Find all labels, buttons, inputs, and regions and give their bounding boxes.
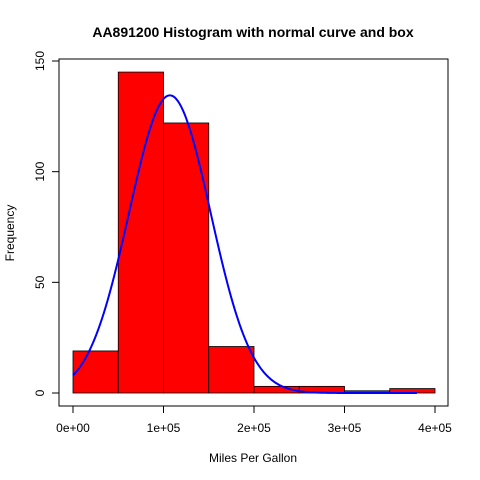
x-tick-label-3: 2e+05 — [237, 421, 271, 435]
y-tick-label-2: 50 — [33, 275, 47, 289]
y-axis-label: Frequency — [3, 205, 17, 262]
histogram-bar-3 — [163, 122, 210, 394]
y-tick-label-1: 0 — [33, 389, 47, 396]
histogram-bars — [72, 71, 436, 394]
histogram-bar-1 — [72, 350, 119, 394]
chart-title: AA891200 Histogram with normal curve and… — [92, 24, 414, 40]
histogram-bar-2 — [117, 71, 164, 394]
x-tick-label-4: 3e+05 — [328, 421, 362, 435]
x-tick-label-2: 1e+05 — [147, 421, 181, 435]
y-tick-label-4: 150 — [33, 51, 47, 71]
x-axis: 0e+00 1e+05 2e+05 3e+05 4e+05 — [56, 405, 452, 435]
y-axis: 0 50 100 150 — [33, 51, 60, 396]
y-tick-label-3: 100 — [33, 161, 47, 181]
x-tick-label-5: 4e+05 — [418, 421, 452, 435]
normal-curve — [72, 94, 417, 394]
x-axis-label: Miles Per Gallon — [209, 451, 297, 465]
histogram-bar-4 — [208, 346, 255, 394]
x-tick-label-1: 0e+00 — [56, 421, 90, 435]
